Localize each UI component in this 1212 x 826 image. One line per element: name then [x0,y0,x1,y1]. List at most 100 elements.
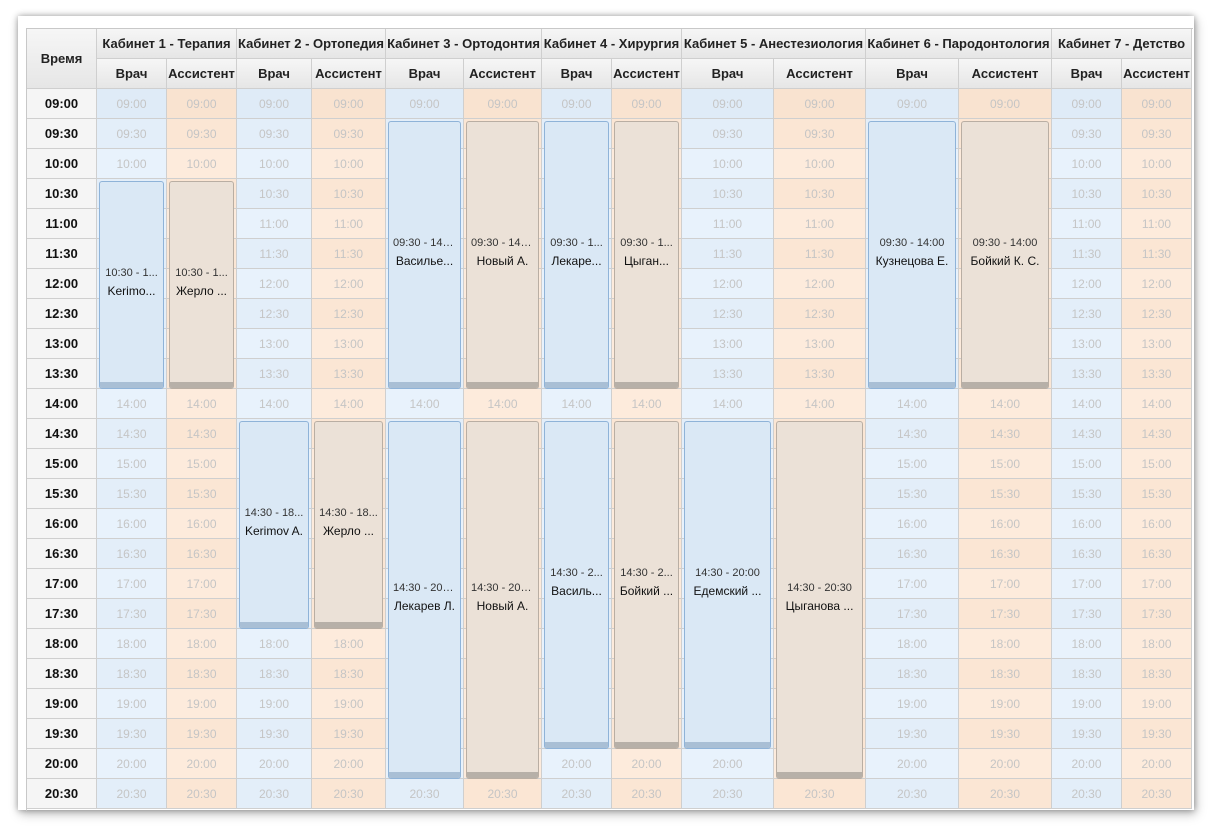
assistant-time-slot[interactable]: 14:00 [1122,389,1192,419]
doctor-time-slot[interactable]: 19:30 [237,719,312,749]
doctor-time-slot[interactable]: 20:30 [682,779,774,809]
doctor-time-slot[interactable]: 17:30 [97,599,167,629]
assistant-time-slot[interactable]: 18:30 [167,659,237,689]
assistant-time-slot[interactable]: 18:30 [1122,659,1192,689]
doctor-time-slot[interactable]: 16:30 [866,539,959,569]
assistant-time-slot[interactable]: 20:30 [1122,779,1192,809]
assistant-time-slot[interactable]: 19:30 [312,719,386,749]
assistant-time-slot[interactable]: 11:30 [1122,239,1192,269]
assistant-time-slot[interactable]: 13:30 [1122,359,1192,389]
assistant-time-slot[interactable]: 11:00 [1122,209,1192,239]
assistant-time-slot[interactable]: 16:00 [167,509,237,539]
doctor-time-slot[interactable]: 09:30 [237,119,312,149]
assistant-time-slot[interactable]: 10:30 [312,179,386,209]
doctor-time-slot[interactable]: 10:00 [97,149,167,179]
doctor-time-slot[interactable]: 14:00 [866,389,959,419]
doctor-time-slot[interactable]: 10:00 [1052,149,1122,179]
doctor-time-slot[interactable]: 20:30 [1052,779,1122,809]
doctor-time-slot[interactable]: 12:30 [237,299,312,329]
doctor-time-slot[interactable]: 09:00 [237,89,312,119]
doctor-time-slot[interactable]: 18:00 [866,629,959,659]
doctor-time-slot[interactable]: 14:30 [1052,419,1122,449]
assistant-time-slot[interactable]: 14:00 [959,389,1052,419]
assistant-appointment[interactable]: 14:30 - 20:30 Новый А. [466,421,539,779]
assistant-time-slot[interactable]: 14:00 [167,389,237,419]
doctor-time-slot[interactable]: 11:00 [682,209,774,239]
doctor-time-slot[interactable]: 11:30 [1052,239,1122,269]
doctor-time-slot[interactable]: 17:00 [1052,569,1122,599]
assistant-time-slot[interactable]: 16:00 [1122,509,1192,539]
assistant-time-slot[interactable]: 14:30 [167,419,237,449]
assistant-time-slot[interactable]: 09:30 [312,119,386,149]
assistant-time-slot[interactable]: 12:30 [1122,299,1192,329]
assistant-time-slot[interactable]: 19:30 [167,719,237,749]
assistant-time-slot[interactable]: 09:30 [774,119,866,149]
doctor-time-slot[interactable]: 18:30 [1052,659,1122,689]
doctor-time-slot[interactable]: 15:30 [866,479,959,509]
doctor-time-slot[interactable]: 11:00 [1052,209,1122,239]
assistant-time-slot[interactable]: 15:00 [167,449,237,479]
doctor-time-slot[interactable]: 10:00 [682,149,774,179]
assistant-time-slot[interactable]: 13:30 [312,359,386,389]
assistant-appointment[interactable]: 09:30 - 14:00 Новый А. [466,121,539,389]
doctor-time-slot[interactable]: 14:00 [542,389,612,419]
doctor-time-slot[interactable]: 18:00 [1052,629,1122,659]
doctor-appointment[interactable]: 09:30 - 1... Лекаре... [544,121,609,389]
assistant-time-slot[interactable]: 09:00 [312,89,386,119]
doctor-time-slot[interactable]: 18:30 [866,659,959,689]
assistant-time-slot[interactable]: 15:00 [959,449,1052,479]
doctor-time-slot[interactable]: 15:00 [97,449,167,479]
assistant-time-slot[interactable]: 10:30 [774,179,866,209]
assistant-time-slot[interactable]: 09:00 [1122,89,1192,119]
doctor-time-slot[interactable]: 18:00 [237,629,312,659]
assistant-time-slot[interactable]: 14:30 [1122,419,1192,449]
doctor-time-slot[interactable]: 09:00 [866,89,959,119]
assistant-time-slot[interactable]: 13:00 [1122,329,1192,359]
assistant-time-slot[interactable]: 13:00 [774,329,866,359]
doctor-time-slot[interactable]: 16:00 [97,509,167,539]
assistant-time-slot[interactable]: 17:30 [1122,599,1192,629]
doctor-time-slot[interactable]: 20:30 [542,779,612,809]
assistant-time-slot[interactable]: 12:30 [312,299,386,329]
doctor-appointment[interactable]: 10:30 - 1... Kerimo... [99,181,164,389]
doctor-time-slot[interactable]: 09:00 [1052,89,1122,119]
doctor-time-slot[interactable]: 15:30 [97,479,167,509]
assistant-time-slot[interactable]: 17:00 [959,569,1052,599]
assistant-time-slot[interactable]: 12:00 [1122,269,1192,299]
doctor-time-slot[interactable]: 09:00 [386,89,464,119]
assistant-time-slot[interactable]: 20:30 [959,779,1052,809]
assistant-time-slot[interactable]: 12:00 [774,269,866,299]
doctor-time-slot[interactable]: 11:30 [682,239,774,269]
doctor-time-slot[interactable]: 13:00 [237,329,312,359]
assistant-time-slot[interactable]: 11:00 [774,209,866,239]
assistant-time-slot[interactable]: 20:30 [167,779,237,809]
assistant-time-slot[interactable]: 18:30 [312,659,386,689]
assistant-time-slot[interactable]: 13:30 [774,359,866,389]
doctor-time-slot[interactable]: 20:00 [97,749,167,779]
doctor-time-slot[interactable]: 17:00 [97,569,167,599]
assistant-appointment[interactable]: 14:30 - 18... Жерло ... [314,421,383,629]
doctor-time-slot[interactable]: 09:00 [97,89,167,119]
assistant-time-slot[interactable]: 20:30 [774,779,866,809]
assistant-appointment[interactable]: 09:30 - 1... Цыган... [614,121,679,389]
doctor-time-slot[interactable]: 16:00 [1052,509,1122,539]
assistant-appointment[interactable]: 14:30 - 20:30 Цыганова ... [776,421,863,779]
assistant-time-slot[interactable]: 19:30 [1122,719,1192,749]
assistant-time-slot[interactable]: 10:00 [167,149,237,179]
doctor-appointment[interactable]: 14:30 - 20:30 Лекарев Л. [388,421,461,779]
doctor-time-slot[interactable]: 12:00 [237,269,312,299]
assistant-time-slot[interactable]: 17:30 [959,599,1052,629]
doctor-time-slot[interactable]: 15:30 [1052,479,1122,509]
doctor-time-slot[interactable]: 19:00 [97,689,167,719]
assistant-time-slot[interactable]: 13:00 [312,329,386,359]
doctor-time-slot[interactable]: 20:30 [866,779,959,809]
assistant-time-slot[interactable]: 11:30 [312,239,386,269]
doctor-time-slot[interactable]: 18:30 [97,659,167,689]
assistant-time-slot[interactable]: 09:00 [959,89,1052,119]
assistant-time-slot[interactable]: 11:30 [774,239,866,269]
doctor-time-slot[interactable]: 19:30 [866,719,959,749]
assistant-time-slot[interactable]: 12:30 [774,299,866,329]
doctor-time-slot[interactable]: 12:30 [682,299,774,329]
doctor-time-slot[interactable]: 11:00 [237,209,312,239]
assistant-time-slot[interactable]: 18:00 [959,629,1052,659]
